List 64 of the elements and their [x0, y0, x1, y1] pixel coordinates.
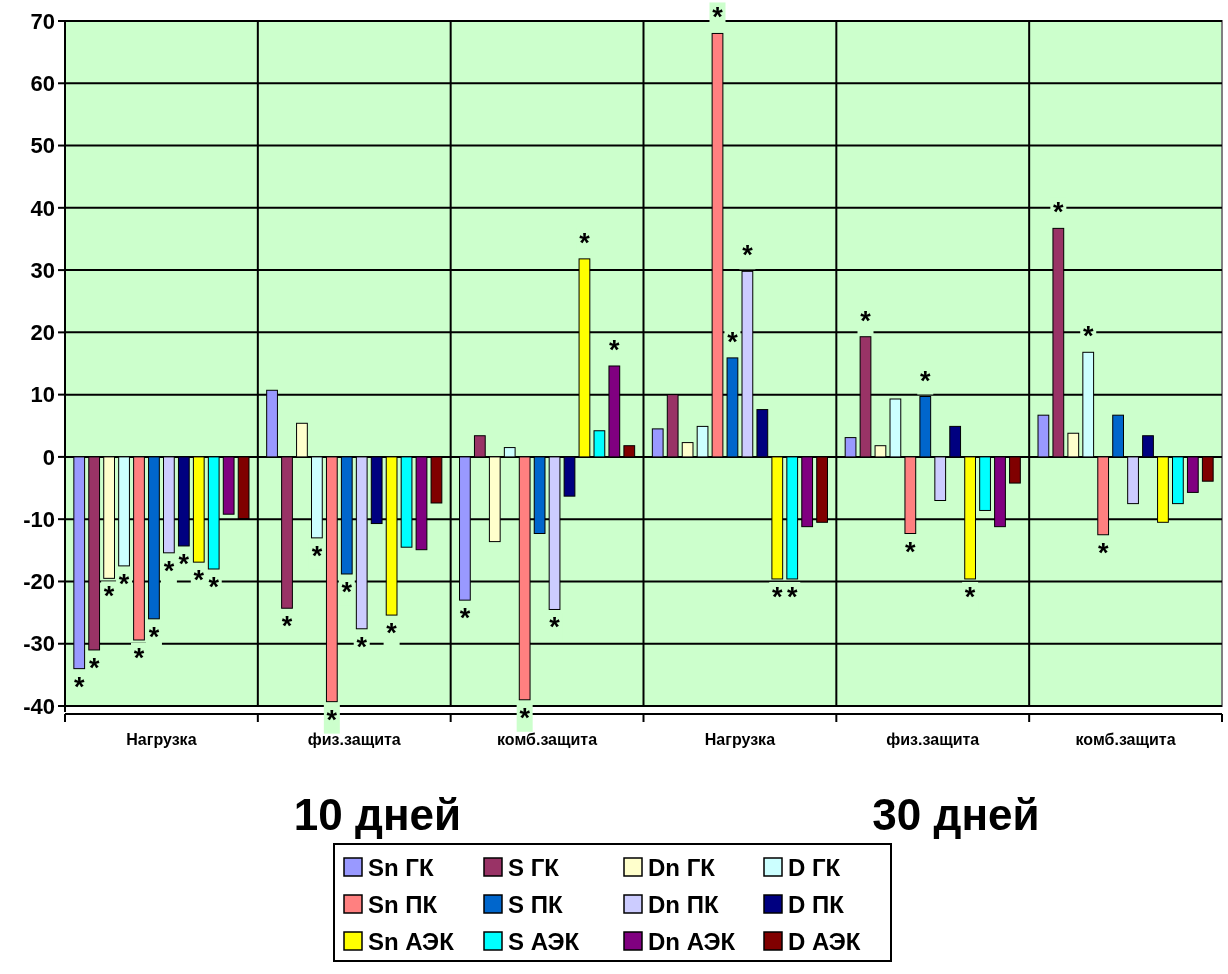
- data-label: *: [103, 581, 115, 612]
- legend-label: S АЭК: [508, 928, 580, 956]
- data-label: *: [459, 603, 471, 634]
- data-label: *: [178, 548, 190, 579]
- data-label: *: [772, 581, 784, 612]
- y-tick-label: -30: [23, 631, 55, 657]
- data-label: *: [579, 227, 591, 258]
- legend-label: S ГК: [508, 854, 560, 882]
- y-tick-label: 50: [30, 133, 55, 159]
- data-label: *: [326, 704, 338, 735]
- y-tick-label: -20: [23, 569, 55, 595]
- y-tick-label: 30: [30, 257, 55, 283]
- legend-label: Sn АЭК: [368, 928, 455, 956]
- legend-label: Dn АЭК: [648, 928, 736, 956]
- legend-label: D АЭК: [788, 928, 861, 956]
- data-label: *: [549, 612, 561, 643]
- data-label: *: [519, 702, 531, 733]
- data-label: *: [341, 576, 353, 607]
- x-tick-label: комб.защита: [1075, 731, 1176, 748]
- data-label: *: [281, 611, 293, 642]
- data-label: *: [1082, 321, 1094, 352]
- y-tick-label: 0: [42, 444, 55, 470]
- y-tick-label: -10: [23, 506, 55, 532]
- data-label: *: [133, 642, 145, 673]
- data-label: *: [386, 618, 398, 649]
- data-label: *: [118, 568, 130, 599]
- data-label: *: [148, 621, 160, 652]
- legend-label: D ПК: [788, 891, 845, 919]
- legend-label: Sn ГК: [368, 854, 434, 882]
- text: 10 дней: [293, 790, 461, 839]
- x-tick-label: комб.защита: [497, 731, 598, 748]
- data-label: *: [311, 540, 323, 571]
- data-label: *: [609, 334, 621, 365]
- data-label: *: [356, 631, 368, 662]
- data-label: *: [920, 365, 932, 396]
- y-tick-label: 70: [30, 8, 55, 34]
- data-label: *: [208, 572, 220, 602]
- x-tick-label: Нагрузка: [126, 731, 197, 748]
- legend-label: S ПК: [508, 891, 563, 919]
- data-label: *: [964, 581, 976, 612]
- data-label: *: [193, 565, 205, 596]
- y-tick-label: 20: [30, 320, 55, 346]
- x-tick-label: физ.защита: [886, 731, 980, 748]
- data-label: *: [742, 240, 754, 271]
- y-tick-label: 10: [30, 382, 55, 408]
- data-label: *: [73, 671, 85, 702]
- data-label: *: [88, 652, 100, 683]
- data-label: *: [905, 536, 917, 567]
- legend-label: Sn ПК: [368, 891, 438, 919]
- data-label: *: [727, 326, 739, 357]
- legend-label: D ГК: [788, 854, 841, 882]
- legend-label: Dn ПК: [648, 891, 719, 919]
- data-label: *: [786, 581, 798, 612]
- y-tick-label: -40: [23, 693, 55, 719]
- data-label: *: [1053, 197, 1065, 228]
- data-label: *: [163, 555, 175, 586]
- x-tick-label: Нагрузка: [704, 731, 776, 748]
- data-label: *: [1097, 537, 1109, 568]
- y-tick-label: 40: [30, 195, 55, 221]
- text: 30 дней: [872, 790, 1040, 839]
- data-label: *: [860, 305, 872, 336]
- y-tick-label: 60: [30, 70, 55, 96]
- legend-label: Dn ГК: [648, 854, 716, 882]
- data-label: *: [712, 2, 724, 33]
